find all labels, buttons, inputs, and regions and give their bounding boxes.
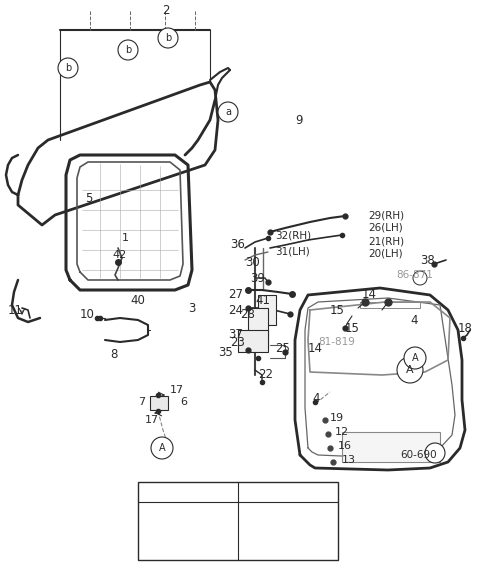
Text: 31(LH): 31(LH) (275, 247, 310, 257)
Text: 9: 9 (295, 114, 302, 127)
Text: 34: 34 (168, 486, 184, 499)
Text: 1: 1 (122, 233, 129, 243)
Text: 27: 27 (228, 289, 243, 302)
Text: b: b (249, 487, 255, 496)
Text: A: A (159, 443, 165, 453)
Text: 35: 35 (218, 345, 233, 358)
Text: 86-871: 86-871 (396, 270, 433, 280)
Text: 17: 17 (145, 415, 159, 425)
Bar (150, 396, 168, 410)
Text: a: a (149, 487, 155, 496)
Text: 32(RH): 32(RH) (275, 230, 311, 240)
Text: a: a (225, 107, 231, 117)
Text: 24: 24 (228, 303, 243, 316)
Circle shape (58, 58, 78, 78)
Circle shape (404, 347, 426, 369)
Text: b: b (65, 63, 71, 73)
Text: 5: 5 (85, 191, 92, 204)
Text: 12: 12 (335, 427, 349, 437)
Text: 16: 16 (338, 441, 352, 451)
Text: 13: 13 (342, 455, 356, 465)
Text: 28: 28 (240, 308, 255, 321)
Circle shape (118, 40, 138, 60)
Text: 25: 25 (275, 341, 290, 354)
Text: 4: 4 (410, 314, 418, 327)
Text: 14: 14 (308, 341, 323, 354)
Text: 23: 23 (230, 336, 245, 349)
Text: 8: 8 (110, 349, 118, 361)
Text: 41: 41 (255, 294, 270, 307)
Text: 40: 40 (130, 294, 145, 307)
Text: 15: 15 (330, 303, 345, 316)
Text: 38: 38 (420, 253, 435, 266)
Text: 60-690: 60-690 (400, 450, 437, 460)
Text: 42: 42 (112, 250, 126, 260)
Bar (138, 482, 338, 560)
Text: 21(RH): 21(RH) (368, 236, 404, 246)
Circle shape (243, 483, 261, 501)
Bar (258, 295, 276, 325)
Circle shape (397, 357, 423, 383)
Text: 10: 10 (80, 308, 95, 321)
Text: 36: 36 (230, 239, 245, 252)
Circle shape (413, 271, 427, 285)
Text: A: A (412, 353, 418, 363)
Text: 6: 6 (180, 397, 187, 407)
Text: 17: 17 (170, 385, 184, 395)
Bar (238, 330, 268, 352)
Text: 39: 39 (250, 272, 265, 285)
Text: 14: 14 (362, 289, 377, 302)
Text: 19: 19 (330, 413, 344, 423)
Circle shape (425, 443, 445, 463)
Circle shape (218, 102, 238, 122)
Text: 4: 4 (312, 391, 320, 404)
Text: 29(RH): 29(RH) (368, 210, 404, 220)
Text: 37: 37 (228, 328, 243, 341)
Circle shape (261, 511, 289, 539)
Text: 30: 30 (245, 257, 260, 269)
Text: 33: 33 (268, 486, 284, 499)
Text: 7: 7 (138, 397, 145, 407)
Circle shape (143, 483, 161, 501)
Text: 81-819: 81-819 (318, 337, 355, 347)
Text: 11: 11 (8, 303, 23, 316)
Text: b: b (125, 45, 131, 55)
Text: 2: 2 (162, 3, 169, 16)
Circle shape (151, 437, 173, 459)
Bar (342, 432, 440, 462)
Text: 22: 22 (258, 369, 273, 382)
Circle shape (158, 28, 178, 48)
Text: 15: 15 (345, 321, 360, 335)
Text: 18: 18 (458, 321, 473, 335)
Text: A: A (406, 365, 414, 375)
Bar (248, 308, 268, 348)
Text: 26(LH): 26(LH) (368, 223, 403, 233)
Text: 3: 3 (188, 302, 195, 315)
Text: 20(LH): 20(LH) (368, 249, 403, 259)
Text: b: b (165, 33, 171, 43)
